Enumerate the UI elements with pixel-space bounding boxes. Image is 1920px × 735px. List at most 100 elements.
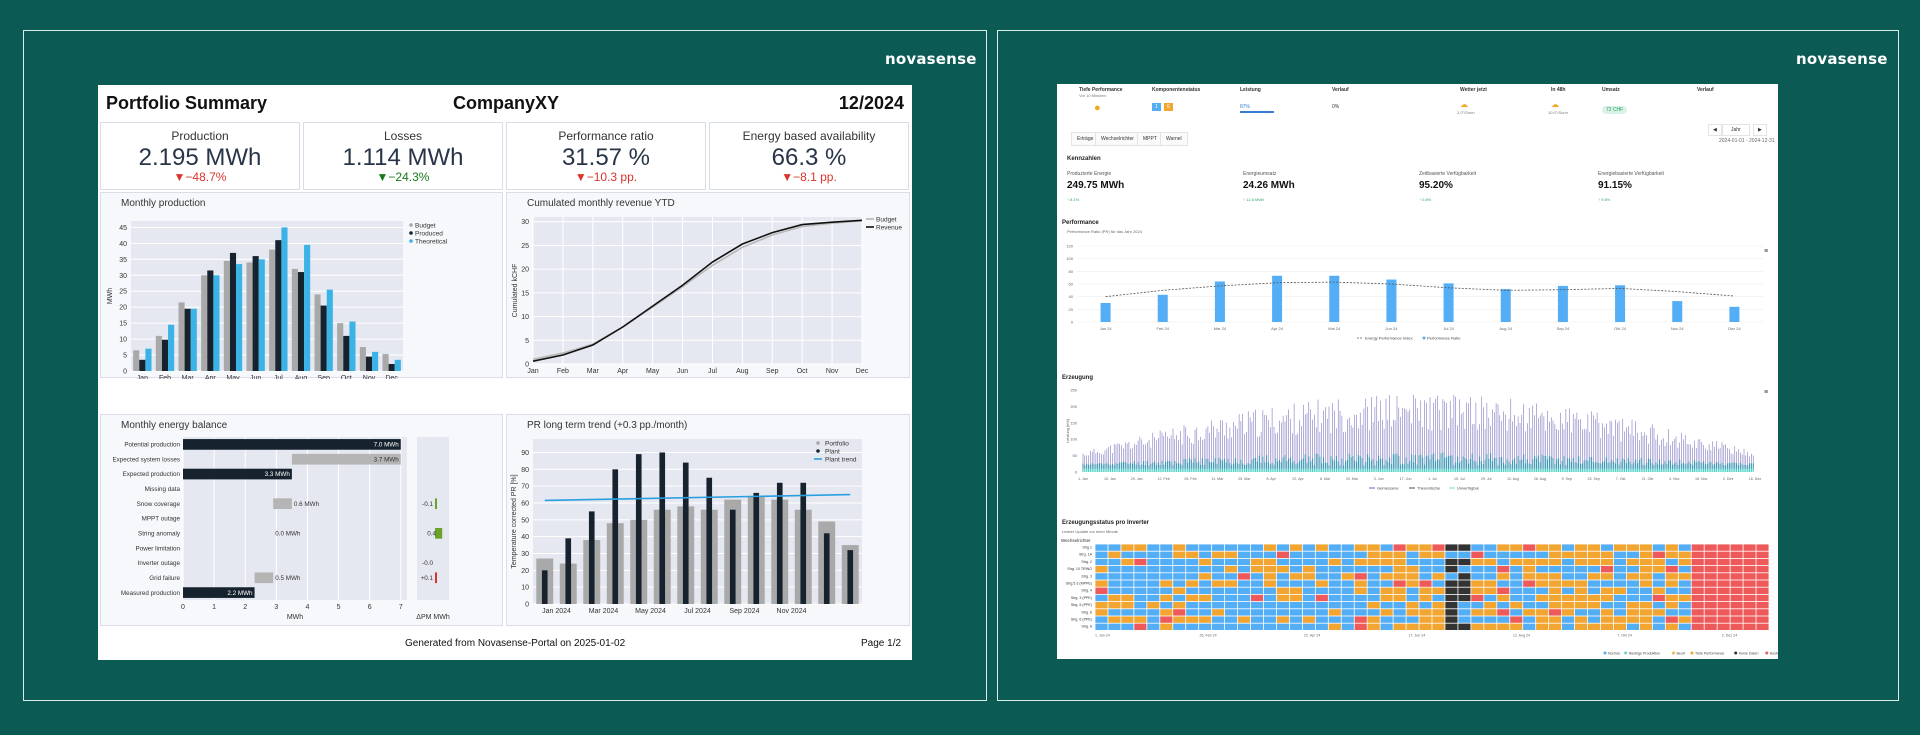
row-label: Expected system losses	[112, 456, 180, 463]
performance-bar	[1214, 281, 1225, 322]
status-cell	[1497, 594, 1510, 602]
status-cell	[1587, 580, 1601, 587]
status-cell	[1432, 551, 1445, 558]
legend-marker	[1624, 651, 1628, 655]
bar-value-label: 0.0 MWh	[275, 531, 301, 538]
status-cell	[1237, 558, 1251, 566]
range-next-button[interactable]: ▶	[1753, 124, 1767, 136]
status-cell	[1367, 587, 1380, 594]
x-tick-label: 17. Jun	[1400, 477, 1412, 481]
status-cell	[1549, 609, 1562, 616]
legend-marker	[1734, 651, 1738, 655]
y-tick-label: 15	[119, 321, 127, 328]
status-cell	[1471, 623, 1484, 630]
range-prev-button[interactable]: ◀	[1708, 124, 1722, 136]
status-cell	[1587, 623, 1601, 630]
plot-area	[131, 221, 403, 371]
status-cell	[1406, 594, 1419, 602]
erzeugung-menu-icon[interactable]: ≡	[1764, 389, 1769, 396]
status-cell	[1562, 573, 1575, 580]
status-cell	[1678, 573, 1691, 580]
x-tick-label: Oct	[341, 375, 352, 379]
status-cell	[1315, 616, 1328, 623]
kpi-value: 24.26 MWh	[1243, 180, 1295, 191]
x-tick-label: 26. Feb	[1184, 477, 1196, 481]
inverter-label: Strg. 1A	[1079, 553, 1093, 557]
status-cell	[1108, 602, 1121, 609]
status-cell	[1380, 602, 1393, 609]
energy-balance-svg: 0 1 2 3 4 5 6 7 MWh ΔPM MWh Potential production 7.…	[112, 437, 450, 621]
status-cell	[1587, 544, 1601, 551]
kpi-value: 249.75 MWh	[1067, 180, 1125, 191]
performance-menu-icon[interactable]: ≡	[1764, 248, 1769, 255]
tab-mppt[interactable]: MPPT	[1137, 132, 1163, 146]
kpi-value: 91.15%	[1598, 180, 1632, 191]
balance-bar	[273, 498, 292, 510]
status-cell	[1328, 544, 1341, 551]
balance-bar	[183, 439, 401, 450]
status-cell	[1160, 544, 1173, 551]
status-cell	[1665, 573, 1678, 580]
y-tick-label: 20	[521, 267, 529, 274]
status-cell	[1484, 580, 1497, 587]
y-tick-label: 10	[521, 585, 529, 592]
status-cell	[1756, 551, 1769, 558]
status-cell	[1276, 623, 1290, 630]
x-tick-label: 15. Jan	[1104, 477, 1116, 481]
status-cell	[1717, 602, 1730, 609]
status-cell	[1134, 558, 1147, 566]
status-cell	[1173, 594, 1186, 602]
status-cell	[1095, 580, 1108, 587]
status-cell	[1276, 544, 1290, 551]
status-cell	[1134, 573, 1147, 580]
line-revenue	[532, 219, 863, 362]
leistung-bar	[1240, 111, 1274, 113]
inverter-label: Strg.5 3 (MPPE)	[1066, 582, 1092, 586]
x-tick-label: 1. Jan	[1078, 477, 1088, 481]
delta-label: +0.1	[421, 575, 434, 582]
status-cell	[1121, 566, 1134, 573]
status-cell	[1199, 566, 1212, 573]
status-cell	[1393, 558, 1406, 566]
y-tick-label: 0	[1071, 320, 1074, 325]
status-cell	[1406, 566, 1419, 573]
status-cell	[1432, 602, 1445, 609]
status-cell	[1549, 566, 1562, 573]
performance-bar	[1272, 275, 1283, 322]
kpi-delta: ▼−24.3%	[376, 170, 430, 184]
status-cell	[1704, 623, 1717, 630]
inverter-label: Strg 1	[1082, 546, 1092, 550]
status-cell	[1613, 609, 1627, 616]
bar-plant	[588, 511, 595, 604]
kpi-value: 66.3 %	[771, 144, 847, 171]
x-tick-label: 6	[368, 604, 372, 611]
status-cell	[1263, 594, 1277, 602]
y-tick-label: 5	[123, 353, 127, 360]
status-cell	[1497, 587, 1510, 594]
line-budget	[532, 219, 863, 361]
status-cell	[1147, 551, 1160, 558]
status-cell	[1717, 587, 1730, 594]
tab-wechselrichter[interactable]: Wechselrichter	[1095, 132, 1140, 146]
range-select[interactable]: Jahr	[1722, 124, 1750, 136]
status-cell	[1328, 587, 1341, 594]
legend-marker	[1422, 336, 1426, 340]
y-tick-label: 80	[521, 467, 529, 474]
status-cell	[1717, 616, 1730, 623]
tab-warnel[interactable]: Warnel	[1160, 132, 1188, 146]
bar-budget	[291, 268, 298, 371]
kpi-label: Produzierte Energie	[1067, 171, 1112, 177]
bar-plant	[823, 533, 830, 604]
y-tick-label: 0	[1075, 470, 1078, 475]
status-cell	[1756, 544, 1769, 551]
kpi-label: Performance ratio	[558, 129, 654, 143]
status-cell	[1536, 558, 1549, 566]
weather-48h-value: 10.0°/Sonn	[1548, 110, 1568, 115]
bar-value-label: 0.6 MWh	[294, 501, 320, 508]
status-cell	[1147, 602, 1160, 609]
status-cell	[1393, 573, 1406, 580]
bar-plant	[659, 452, 666, 604]
status-cell	[1704, 587, 1717, 594]
status-cell	[1276, 609, 1290, 616]
status-cell	[1652, 623, 1665, 630]
